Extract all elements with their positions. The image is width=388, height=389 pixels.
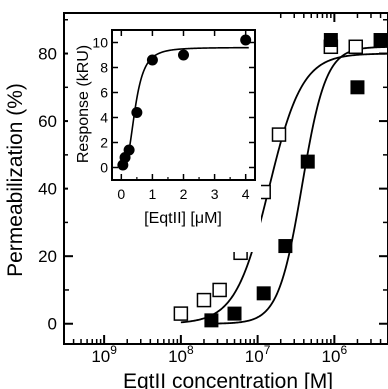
inset-x-tick-label: 3 (211, 186, 219, 202)
main-y-tick-label: 40 (38, 180, 57, 199)
inset-x-axis-label-suffix: ] (217, 210, 221, 227)
main-data-point-filled (373, 33, 388, 48)
main-x-tick-label-exponent: 7 (264, 343, 271, 357)
main-data-point-filled (204, 313, 219, 328)
main-x-tick-label-base: 10 (91, 347, 110, 366)
inset-x-tick-label: 2 (180, 186, 188, 202)
main-data-point-filled (278, 239, 293, 254)
inset-y-tick-label: 10 (92, 35, 108, 51)
inset-y-tick-label: 4 (100, 110, 108, 126)
main-data-point-open (173, 306, 189, 321)
main-x-tick-label-base: 10 (245, 347, 264, 366)
main-y-tick-label: 0 (48, 315, 57, 334)
inset-x-tick-label: 0 (117, 186, 125, 202)
inset-x-tick-label: 4 (242, 186, 250, 202)
main-x-tick-label-exponent: 6 (340, 343, 347, 357)
main-data-point-open (271, 127, 287, 142)
main-data-point-filled (227, 306, 242, 321)
inset-x-tick-label: 1 (149, 186, 157, 202)
main-x-tick-label-exponent: 9 (110, 343, 117, 357)
main-y-axis-label: Permeabilization (%) (4, 83, 27, 277)
main-y-tick-label: 20 (38, 247, 57, 266)
inset-tick-labels: 0 1 2 3 4 0 2 4 6 8 10 (92, 35, 249, 203)
main-x-tick-label-base: 10 (322, 347, 341, 366)
main-plot-frame (63, 12, 388, 345)
inset-x-axis-label: [EqtII] [μM] (144, 210, 222, 227)
inset-fit-curve-line (121, 46, 249, 169)
main-data-point-open (212, 282, 227, 298)
main-x-tick-label: 107 (245, 343, 271, 366)
inset-data-point (178, 49, 189, 61)
main-data-point-filled (350, 80, 365, 95)
main-data-point-filled (256, 286, 271, 301)
inset-data-point (123, 144, 135, 156)
main-x-tick-label-base: 10 (168, 347, 187, 366)
inset-x-axis-label-unit: μM (195, 210, 218, 227)
main-data-point-filled (323, 33, 338, 48)
inset-data-point (240, 34, 252, 46)
inset-y-axis-label: Response (kRU) (75, 45, 92, 163)
inset-y-tick-label: 6 (100, 85, 108, 101)
inset-background (68, 14, 261, 252)
inset-chart: 0 1 2 3 4 0 2 4 6 8 10 Response (kRU) [EqtII] [μM] (68, 14, 261, 252)
inset-y-tick-label: 2 (100, 135, 108, 151)
inset-x-axis-label-prefix: [EqtII] [ (144, 210, 195, 227)
inset-data-point (131, 107, 143, 118)
main-data-point-open (348, 39, 364, 55)
main-data-points (173, 33, 388, 328)
main-data-point-open (196, 292, 212, 308)
inset-data-points (117, 34, 252, 171)
main-data-point-filled (300, 154, 315, 169)
main-y-tick-label: 80 (38, 45, 57, 64)
main-x-tick-label: 109 (91, 343, 117, 366)
main-x-axis-label: EqtII concentration [M] (123, 370, 333, 389)
main-x-tick-label-exponent: 8 (187, 343, 194, 357)
inset-data-point (146, 54, 158, 66)
inset-fit-curve (121, 46, 249, 169)
inset-y-tick-label: 8 (100, 60, 108, 76)
inset-y-tick-label: 0 (100, 160, 108, 176)
main-x-tick-label: 108 (168, 343, 194, 366)
main-x-tick-label: 106 (322, 343, 348, 366)
main-y-tick-label: 60 (38, 112, 57, 131)
